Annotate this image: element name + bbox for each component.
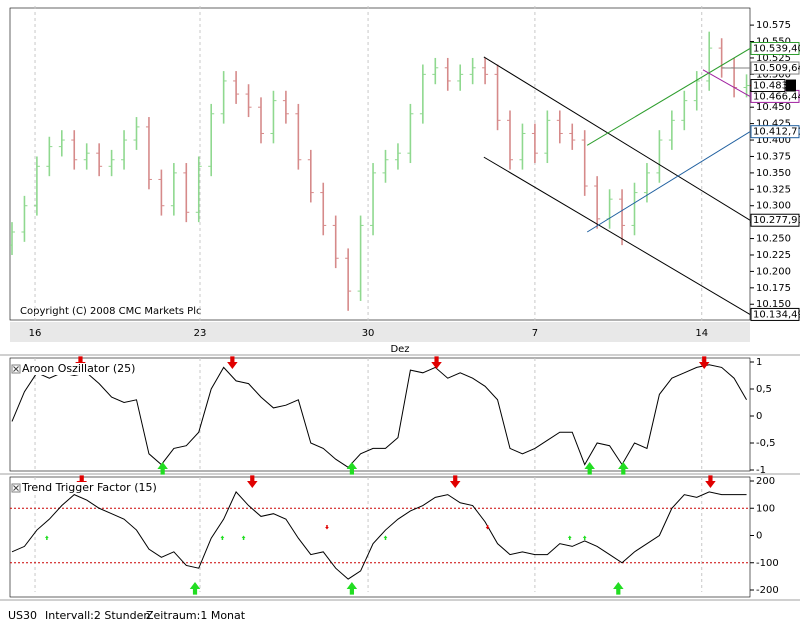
x-tick-label: 16 [29, 328, 42, 339]
value-box-label: 10.277,91 [753, 215, 800, 226]
x-tick-label: 23 [194, 328, 207, 339]
minor-buy-arrow [582, 535, 587, 540]
indicator-line [11, 364, 747, 468]
sell-arrow [76, 475, 87, 488]
y-tick-label: 10.225 [756, 250, 791, 261]
ttf-frame [9, 476, 751, 598]
y-tick-label: 0 [756, 531, 762, 542]
footer-symbol: US30 [8, 609, 37, 622]
y-tick-label: 10.400 [756, 135, 791, 146]
y-tick-label: 10.150 [756, 299, 791, 310]
minor-sell-arrow [485, 525, 490, 530]
y-tick-label: 200 [756, 476, 775, 487]
value-box [750, 41, 800, 55]
minor-buy-arrow [44, 535, 49, 540]
close-icon-x [13, 485, 19, 491]
y-tick-label: -100 [756, 558, 779, 569]
x-tick-label: 14 [695, 328, 708, 339]
sell-arrow [449, 475, 461, 488]
footer-period: Zeitraum:1 Monat [146, 609, 246, 622]
minor-buy-arrow [383, 535, 388, 540]
panel-title-bg [11, 482, 139, 494]
sell-arrow [431, 356, 442, 369]
value-box-label: 10.412,71 [753, 127, 800, 138]
buy-arrow [584, 462, 595, 475]
y-tick-label: 100 [756, 503, 775, 514]
last-price-tab [786, 79, 796, 92]
sell-arrow [705, 475, 716, 488]
buy-arrow [189, 582, 201, 595]
value-box [750, 213, 800, 227]
main-frame [9, 7, 751, 321]
buy-arrow [346, 462, 358, 475]
y-tick-label: 10.350 [756, 168, 791, 179]
value-box [750, 125, 800, 139]
close-icon-x [13, 366, 19, 372]
y-tick-label: 10.575 [756, 20, 791, 31]
y-tick-label: -200 [756, 585, 779, 596]
y-tick-label: 10.325 [756, 184, 791, 195]
minor-buy-arrow [241, 535, 246, 540]
minor-buy-arrow [567, 535, 572, 540]
trend-line [586, 131, 750, 233]
aroon-frame [9, 357, 751, 472]
y-tick-label: 10.200 [756, 266, 791, 277]
minor-sell-arrow [325, 525, 329, 530]
indicator-line [11, 491, 747, 580]
panel-title-bg [11, 363, 139, 375]
y-tick-label: -1 [756, 465, 766, 476]
buy-arrow [346, 582, 358, 595]
y-tick-label: 10.375 [756, 151, 791, 162]
buy-arrow [613, 582, 624, 595]
buy-arrow [618, 462, 629, 475]
y-tick-label: 10.250 [756, 234, 791, 245]
y-tick-label: 10.175 [756, 283, 791, 294]
y-tick-label: 10.450 [756, 102, 791, 113]
value-box [750, 61, 800, 75]
panel-title: Aroon Oszillator (25) [22, 362, 135, 375]
panel-title: Trend Trigger Factor (15) [21, 481, 157, 494]
price-bars [10, 31, 750, 315]
value-box-label: 10.466,44 [753, 91, 800, 102]
y-tick-label: 0,5 [756, 384, 772, 395]
month-label: Dez [390, 344, 409, 355]
value-box-label: 10.134,49 [753, 309, 800, 320]
value-box [750, 307, 800, 321]
footer-interval: Intervall:2 Stunden [45, 609, 150, 622]
x-tick-label: 30 [362, 328, 375, 339]
date-axis-band [10, 322, 750, 342]
y-tick-label: 10.500 [756, 69, 791, 80]
y-tick-label: 10.525 [756, 53, 791, 64]
copyright: Copyright (C) 2008 CMC Markets Plc [20, 306, 201, 317]
y-tick-label: 0 [756, 411, 762, 422]
sell-arrow [227, 356, 238, 369]
minor-buy-arrow [220, 535, 225, 540]
y-tick-label: 10.300 [756, 201, 791, 212]
sell-arrow [247, 475, 258, 488]
last-price-box [750, 79, 786, 93]
value-box-label: 10.539,40 [753, 43, 800, 54]
x-tick-label: 7 [532, 328, 538, 339]
trend-line [702, 69, 750, 97]
last-price-label: 10.483 [753, 81, 788, 92]
y-tick-label: -0,5 [756, 438, 776, 449]
buy-arrow [157, 462, 168, 475]
y-tick-label: 1 [756, 357, 762, 368]
trend-line [586, 48, 750, 146]
sell-arrow [698, 356, 710, 369]
sell-arrow [75, 356, 86, 369]
value-box-label: 10.509,64 [753, 63, 800, 74]
y-tick-label: 10.425 [756, 119, 791, 130]
trend-line [483, 56, 750, 221]
trend-line [483, 156, 750, 315]
